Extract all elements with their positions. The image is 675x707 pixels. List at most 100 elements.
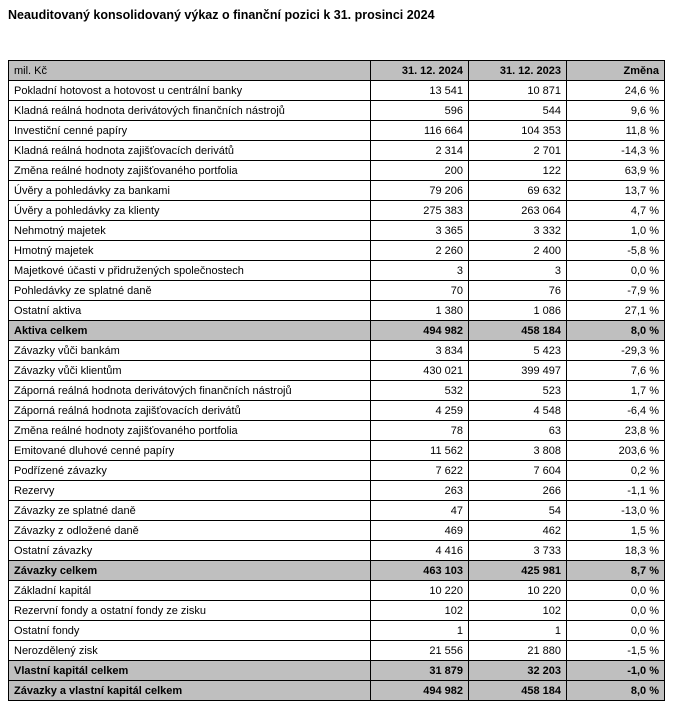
value-change: 1,7 % (566, 380, 665, 401)
row-label: Závazky vůči bankám (8, 340, 371, 361)
row-label: Základní kapitál (8, 580, 371, 601)
row-label: Rezervní fondy a ostatní fondy ze zisku (8, 600, 371, 621)
table-row: Úvěry a pohledávky za bankami 79 206 69 63… (8, 180, 665, 201)
table-row: Hmotný majetek 2 260 2 400 -5,8 % (8, 240, 665, 261)
value-2024: 2 260 (370, 240, 469, 261)
row-label: Závazky z odložené daně (8, 520, 371, 541)
row-label: Ostatní aktiva (8, 300, 371, 321)
value-2024: 275 383 (370, 200, 469, 221)
value-2023: 458 184 (468, 680, 567, 701)
value-2024: 1 380 (370, 300, 469, 321)
value-2024: 11 562 (370, 440, 469, 461)
value-change: 8,0 % (566, 680, 665, 701)
value-2024: 3 834 (370, 340, 469, 361)
table-row: Rezervy 263 266 -1,1 % (8, 480, 665, 501)
value-change: 0,2 % (566, 460, 665, 481)
row-label: Záporná reálná hodnota zajišťovacích der… (8, 400, 371, 421)
row-label: Vlastní kapitál celkem (8, 660, 371, 681)
row-label: Závazky ze splatné daně (8, 500, 371, 521)
value-2024: 3 (370, 260, 469, 281)
row-label: Kladná reálná hodnota zajišťovacích deri… (8, 140, 371, 161)
value-2023: 425 981 (468, 560, 567, 581)
value-2024: 7 622 (370, 460, 469, 481)
row-label: Závazky vůči klientům (8, 360, 371, 381)
value-change: 0,0 % (566, 600, 665, 621)
value-2023: 399 497 (468, 360, 567, 381)
value-2023: 1 (468, 620, 567, 641)
value-change: 1,5 % (566, 520, 665, 541)
value-2024: 532 (370, 380, 469, 401)
table-row: Pokladní hotovost a hotovost u centrální… (8, 80, 665, 101)
table-row: Ostatní fondy 1 1 0,0 % (8, 620, 665, 641)
row-label: Kladná reálná hodnota derivátových finan… (8, 100, 371, 121)
row-label: Emitované dluhové cenné papíry (8, 440, 371, 461)
row-label: Závazky celkem (8, 560, 371, 581)
total-row: Vlastní kapitál celkem 31 879 32 203 -1,0 % (8, 660, 665, 681)
row-label: Závazky a vlastní kapitál celkem (8, 680, 371, 701)
row-label: Hmotný majetek (8, 240, 371, 261)
value-change: 7,6 % (566, 360, 665, 381)
value-change: 0,0 % (566, 260, 665, 281)
value-2023: 4 548 (468, 400, 567, 421)
row-label: Nerozdělený zisk (8, 640, 371, 661)
value-2024: 47 (370, 500, 469, 521)
total-row: Aktiva celkem 494 982 458 184 8,0 % (8, 320, 665, 341)
value-2023: 76 (468, 280, 567, 301)
value-change: -1,5 % (566, 640, 665, 661)
value-2023: 458 184 (468, 320, 567, 341)
value-2023: 63 (468, 420, 567, 441)
table-header: mil. Kč 31. 12. 2024 31. 12. 2023 Změna (8, 60, 665, 81)
table-row: Investiční cenné papíry 116 664 104 353 11,… (8, 120, 665, 141)
table-row: Změna reálné hodnoty zajišťovaného portf… (8, 160, 665, 181)
value-2024: 3 365 (370, 220, 469, 241)
value-change: -13,0 % (566, 500, 665, 521)
value-2024: 70 (370, 280, 469, 301)
table-header-row: mil. Kč 31. 12. 2024 31. 12. 2023 Změna (8, 60, 665, 81)
value-2023: 544 (468, 100, 567, 121)
value-2023: 104 353 (468, 120, 567, 141)
row-label: Změna reálné hodnoty zajišťovaného portf… (8, 160, 371, 181)
value-2024: 2 314 (370, 140, 469, 161)
total-row: Závazky celkem 463 103 425 981 8,7 % (8, 560, 665, 581)
value-2023: 102 (468, 600, 567, 621)
value-2023: 266 (468, 480, 567, 501)
table-row: Záporná reálná hodnota zajišťovacích der… (8, 400, 665, 421)
row-label: Ostatní závazky (8, 540, 371, 561)
total-row: Závazky a vlastní kapitál celkem 494 982 4… (8, 680, 665, 701)
table-row: Závazky ze splatné daně 47 54 -13,0 % (8, 500, 665, 521)
value-2023: 3 808 (468, 440, 567, 461)
value-change: 1,0 % (566, 220, 665, 241)
row-label: Pokladní hotovost a hotovost u centrální… (8, 80, 371, 101)
row-label: Záporná reálná hodnota derivátových fina… (8, 380, 371, 401)
table-row: Závazky z odložené daně 469 462 1,5 % (8, 520, 665, 541)
value-2024: 116 664 (370, 120, 469, 141)
value-2024: 469 (370, 520, 469, 541)
value-2023: 10 220 (468, 580, 567, 601)
value-2023: 69 632 (468, 180, 567, 201)
value-change: 8,0 % (566, 320, 665, 341)
value-change: -6,4 % (566, 400, 665, 421)
value-2023: 122 (468, 160, 567, 181)
value-change: -29,3 % (566, 340, 665, 361)
table-row: Úvěry a pohledávky za klienty 275 383 263 … (8, 200, 665, 221)
row-label: Změna reálné hodnoty zajišťovaného portf… (8, 420, 371, 441)
table-row: Závazky vůči bankám 3 834 5 423 -29,3 % (8, 340, 665, 361)
table-row: Podřízené závazky 7 622 7 604 0,2 % (8, 460, 665, 481)
column-header-2024: 31. 12. 2024 (370, 60, 469, 81)
value-2023: 5 423 (468, 340, 567, 361)
value-2023: 32 203 (468, 660, 567, 681)
row-label: Úvěry a pohledávky za bankami (8, 180, 371, 201)
value-2024: 263 (370, 480, 469, 501)
value-2024: 4 416 (370, 540, 469, 561)
financial-position-table: mil. Kč 31. 12. 2024 31. 12. 2023 Změna … (8, 60, 665, 701)
value-change: 11,8 % (566, 120, 665, 141)
row-label: Investiční cenné papíry (8, 120, 371, 141)
value-change: 9,6 % (566, 100, 665, 121)
row-label: Úvěry a pohledávky za klienty (8, 200, 371, 221)
value-2024: 596 (370, 100, 469, 121)
value-2023: 3 733 (468, 540, 567, 561)
value-2023: 2 701 (468, 140, 567, 161)
row-label: Rezervy (8, 480, 371, 501)
value-2024: 79 206 (370, 180, 469, 201)
table-row: Emitované dluhové cenné papíry 11 562 3 80… (8, 440, 665, 461)
